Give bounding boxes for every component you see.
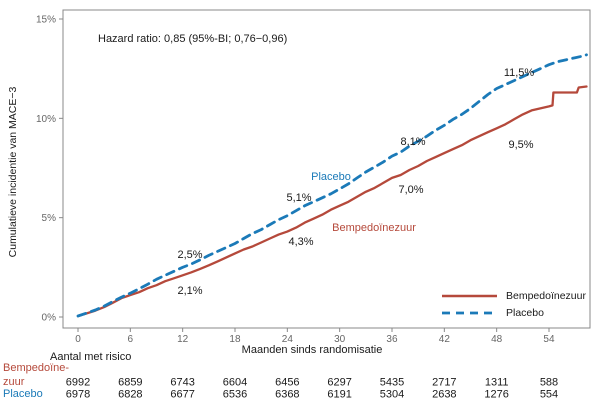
- x-tick-label: 18: [229, 334, 241, 345]
- x-tick-label: 12: [177, 334, 189, 345]
- x-tick-label: 24: [282, 334, 294, 345]
- legend-label-bempedoinezuur: Bempedoïnezuur: [506, 290, 586, 302]
- x-tick-label: 54: [543, 334, 555, 345]
- plot-panel-border: [62, 9, 591, 329]
- y-axis-title: Cumulatieve incidentie van MACE−3: [7, 86, 19, 258]
- curve-bempedonezuur: [76, 85, 588, 318]
- risk-count: 2717: [432, 377, 456, 389]
- risk-count: 6677: [170, 389, 194, 401]
- dashed-line-icon: [442, 311, 497, 315]
- risk-count: 6859: [118, 377, 142, 389]
- curve-name-label: Bempedoïnezuur: [332, 222, 416, 234]
- y-tick-label: 15%: [36, 14, 56, 25]
- x-tick-label: 30: [334, 334, 346, 345]
- risk-count: 6536: [223, 389, 247, 401]
- risk-count: 6992: [66, 377, 90, 389]
- risk-row-label-bempedoinezuur-line1: Bempedoïne-: [3, 362, 70, 374]
- legend: Bempedoïnezuur Placebo: [441, 290, 586, 319]
- y-tick-label: 0%: [42, 313, 57, 324]
- y-tick-label: 10%: [36, 114, 56, 125]
- legend-item-placebo: Placebo: [441, 307, 586, 319]
- legend-item-bempedoinezuur: Bempedoïnezuur: [441, 290, 586, 302]
- risk-count: 554: [540, 389, 558, 401]
- value-annotation: 5,1%: [286, 192, 312, 204]
- x-tick-label: 36: [386, 334, 398, 345]
- risk-count: 6368: [275, 389, 299, 401]
- y-tick-label: 5%: [42, 213, 57, 224]
- risk-table-title: Aantal met risico: [50, 351, 132, 363]
- legend-label-placebo: Placebo: [506, 307, 544, 319]
- risk-count: 6456: [275, 377, 299, 389]
- value-annotation: 7,0%: [398, 184, 424, 196]
- value-annotation: 8,1%: [400, 136, 426, 148]
- x-tick-label: 48: [491, 334, 503, 345]
- value-annotation: 2,1%: [177, 285, 203, 297]
- value-annotation: 4,3%: [288, 236, 314, 248]
- risk-count: 588: [540, 377, 558, 389]
- risk-row-label-bempedoinezuur-line2: zuur: [3, 376, 25, 388]
- value-annotation: 9,5%: [508, 139, 534, 151]
- risk-count: 1276: [484, 389, 508, 401]
- risk-row-label-placebo: Placebo: [3, 388, 43, 400]
- risk-count: 5435: [380, 377, 404, 389]
- curve-name-label: Placebo: [311, 171, 351, 183]
- risk-count: 5304: [380, 389, 404, 401]
- risk-count: 6191: [327, 389, 351, 401]
- hazard-ratio-annotation: Hazard ratio: 0,85 (95%-BI; 0,76−0,96): [98, 33, 288, 45]
- risk-count: 6743: [170, 377, 194, 389]
- risk-count: 6828: [118, 389, 142, 401]
- risk-count: 6297: [327, 377, 351, 389]
- solid-line-icon: [442, 294, 497, 298]
- x-tick-label: 0: [75, 334, 81, 345]
- risk-count: 2638: [432, 389, 456, 401]
- x-axis-title: Maanden sinds randomisatie: [241, 344, 383, 356]
- x-tick-label: 6: [128, 334, 134, 345]
- risk-count: 6978: [66, 389, 90, 401]
- risk-count: 1311: [485, 377, 509, 389]
- risk-count: 6604: [223, 377, 247, 389]
- value-annotation: 2,5%: [177, 249, 203, 261]
- value-annotation: 11,5%: [503, 67, 535, 79]
- curve-placebo: [76, 53, 588, 318]
- x-tick-label: 42: [439, 334, 451, 345]
